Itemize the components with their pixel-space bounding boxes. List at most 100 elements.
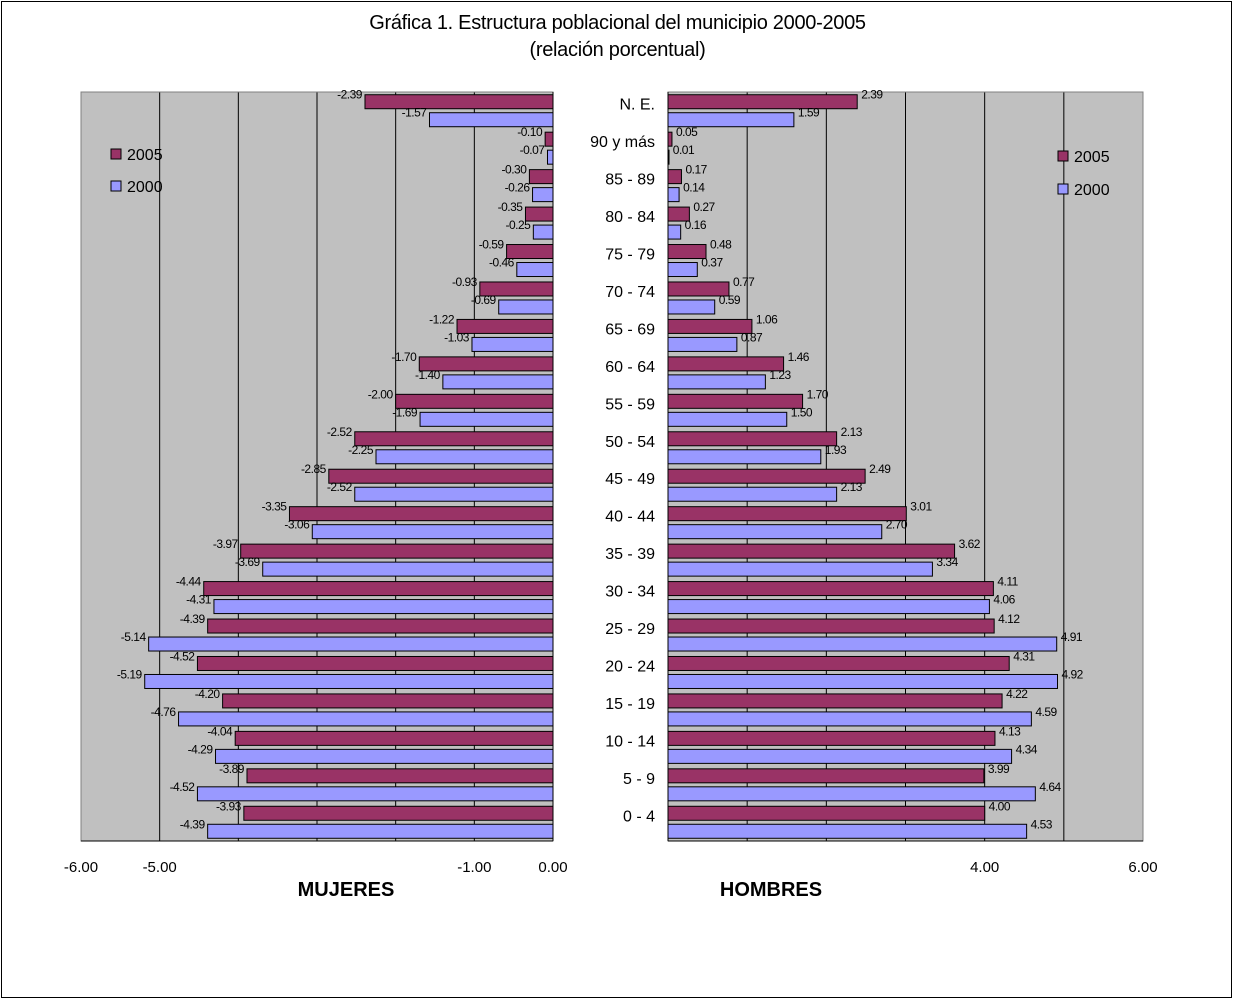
data-label: -0.30 <box>502 163 528 177</box>
bar-2005 <box>196 655 554 671</box>
category-label: 5 - 9 <box>623 771 655 788</box>
data-label: 4.59 <box>1035 705 1057 719</box>
bar-2005 <box>667 805 986 821</box>
bar-2000 <box>471 336 554 352</box>
bar-2000 <box>667 449 822 465</box>
data-label: -0.25 <box>505 218 531 232</box>
data-label: 3.01 <box>910 500 932 514</box>
data-label: -4.44 <box>176 575 202 589</box>
category-label: 10 - 14 <box>605 733 655 750</box>
bar-2000 <box>148 636 554 652</box>
bar-2005 <box>667 581 994 597</box>
category-label: 85 - 89 <box>605 172 655 189</box>
data-label: 0.05 <box>676 125 698 139</box>
bar-2000 <box>428 112 554 128</box>
data-label: 1.23 <box>769 368 791 382</box>
bar-2005 <box>667 693 1003 709</box>
data-label: 4.13 <box>999 724 1021 738</box>
data-label: 2.13 <box>841 480 863 494</box>
bar-2000 <box>532 224 554 240</box>
data-label: -4.20 <box>195 687 221 701</box>
bar-2000 <box>213 599 554 615</box>
data-label: -3.93 <box>216 799 242 813</box>
data-label: -4.76 <box>151 705 177 719</box>
bar-2000 <box>667 224 682 240</box>
data-label: -5.14 <box>121 630 147 644</box>
data-label: -1.40 <box>415 368 441 382</box>
data-label: -4.29 <box>188 742 214 756</box>
bar-2000 <box>667 374 766 390</box>
category-label: 65 - 69 <box>605 321 655 338</box>
category-label: 75 - 79 <box>605 247 655 264</box>
bar-2000 <box>667 486 838 502</box>
data-label: -1.69 <box>392 405 418 419</box>
data-label: -2.00 <box>368 387 394 401</box>
bar-2005 <box>395 393 554 409</box>
bar-2005 <box>203 581 554 597</box>
category-label: 0 - 4 <box>623 808 655 825</box>
bar-2005 <box>667 768 985 784</box>
bar-2000 <box>667 112 795 128</box>
data-label: -2.52 <box>327 480 353 494</box>
bar-2000 <box>375 449 554 465</box>
bar-2005 <box>667 730 996 746</box>
legend-label-2000: 2000 <box>127 179 163 196</box>
x-tick-label: -6.00 <box>64 859 98 876</box>
data-label: -4.52 <box>170 649 196 663</box>
data-label: 4.64 <box>1039 780 1061 794</box>
data-label: 0.77 <box>733 275 755 289</box>
data-label: 1.93 <box>825 443 847 457</box>
bar-2005 <box>524 206 554 222</box>
data-label: -0.10 <box>517 125 543 139</box>
data-label: 0.17 <box>685 163 707 177</box>
bar-2000 <box>516 262 554 278</box>
data-label: -3.89 <box>219 762 245 776</box>
legend-swatch-2000 <box>110 180 122 192</box>
bar-2005 <box>667 318 753 334</box>
bar-2000 <box>546 149 554 165</box>
bar-2005 <box>364 94 554 110</box>
bar-2000 <box>262 561 554 577</box>
bar-2005 <box>667 244 707 260</box>
legend-label-2005: 2005 <box>127 147 163 164</box>
data-label: -4.52 <box>170 780 196 794</box>
bar-2000 <box>311 524 554 540</box>
data-label: 4.00 <box>989 799 1011 813</box>
data-label: 3.99 <box>988 762 1010 776</box>
data-label: 4.11 <box>997 575 1018 589</box>
bar-2005 <box>207 618 554 634</box>
data-label: 4.91 <box>1061 630 1083 644</box>
bar-2000 <box>354 486 554 502</box>
category-label: 30 - 34 <box>605 584 655 601</box>
bar-2000 <box>667 262 698 278</box>
axis-title-mujeres: MUJERES <box>298 879 395 901</box>
data-label: -5.19 <box>117 667 143 681</box>
bar-2005 <box>354 431 554 447</box>
x-tick-label: -5.00 <box>143 859 177 876</box>
data-label: -1.22 <box>429 312 455 326</box>
data-label: 1.59 <box>798 106 820 120</box>
bar-2000 <box>442 374 554 390</box>
data-label: 2.70 <box>886 518 908 532</box>
category-label: 90 y más <box>590 134 655 151</box>
data-label: 1.06 <box>756 312 778 326</box>
data-label: 4.53 <box>1031 817 1053 831</box>
data-label: -4.31 <box>186 593 212 607</box>
x-tick-label: 4.00 <box>970 859 999 876</box>
legend-swatch-2005 <box>110 148 122 160</box>
data-label: 4.92 <box>1062 667 1084 681</box>
data-label: -0.59 <box>479 238 505 252</box>
legend-swatch-2000 <box>1057 183 1069 195</box>
data-label: -0.69 <box>471 293 497 307</box>
data-label: 0.16 <box>685 218 707 232</box>
bar-2005 <box>667 393 804 409</box>
bar-2000 <box>667 748 1013 764</box>
bar-2000 <box>667 823 1028 839</box>
data-label: -2.52 <box>327 425 353 439</box>
bar-2005 <box>246 768 554 784</box>
bar-2005 <box>667 169 682 185</box>
bar-2000 <box>532 187 554 203</box>
bar-2000 <box>498 299 554 315</box>
